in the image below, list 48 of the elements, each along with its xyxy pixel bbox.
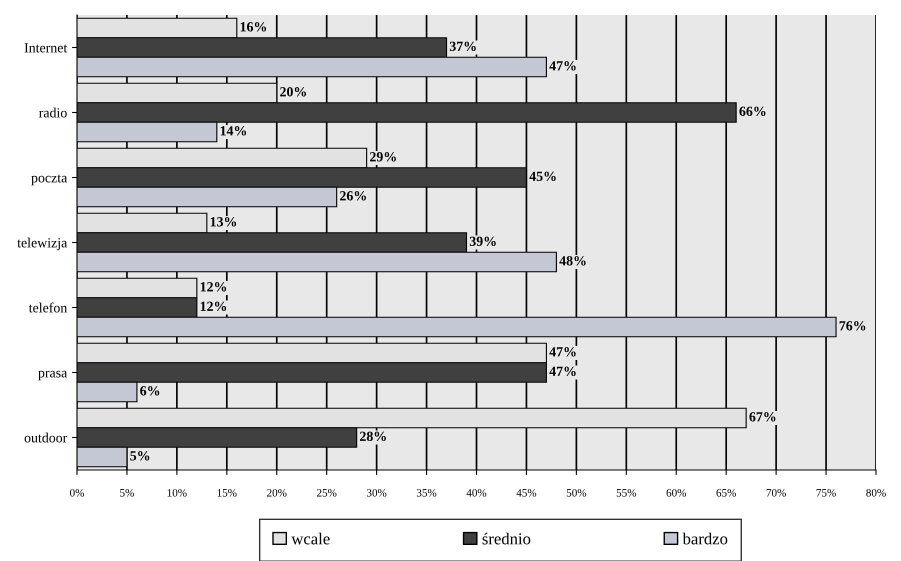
data-label: 47% (549, 366, 576, 376)
data-label: 6% (140, 386, 160, 396)
data-label: 16% (240, 22, 266, 32)
x-tick-label: 55% (616, 489, 636, 497)
x-tick-label: 10% (168, 489, 187, 497)
data-label: 47% (549, 347, 576, 357)
x-tick-label: 65% (716, 489, 736, 497)
data-label: 39% (470, 236, 496, 246)
data-label: 14% (220, 126, 246, 136)
y-tick-label: radio (39, 108, 67, 118)
data-label: 13% (210, 217, 236, 227)
data-label: 20% (280, 87, 306, 97)
x-tick-label: 70% (766, 489, 786, 497)
y-tick-label: telewizja (17, 238, 68, 250)
x-tick-label: 35% (416, 489, 436, 497)
data-label: 29% (370, 152, 396, 162)
x-tick-label: 25% (316, 489, 336, 497)
data-label: 37% (450, 42, 476, 52)
legend-label: wcale (291, 532, 330, 544)
data-label: 67% (749, 412, 776, 422)
legend-label: bardzo (682, 532, 728, 544)
x-tick-label: 60% (666, 489, 686, 497)
y-tick-label: telefon (28, 302, 68, 312)
data-label: 12% (200, 302, 226, 312)
y-tick-label: outdoor (24, 432, 68, 442)
x-tick-label: 5% (120, 489, 134, 497)
data-label: 47% (549, 61, 576, 71)
data-label: 45% (529, 172, 556, 182)
data-label: 28% (360, 432, 386, 442)
y-tick-label: poczta (31, 174, 68, 186)
x-tick-label: 75% (816, 489, 836, 497)
data-label: 76% (840, 321, 866, 331)
x-tick-label: 15% (218, 489, 237, 497)
x-tick-label: 50% (566, 489, 586, 497)
y-tick-label: prasa (38, 370, 68, 380)
data-label: 66% (739, 106, 766, 116)
data-label: 12% (200, 282, 226, 292)
data-label: 48% (559, 256, 586, 266)
data-label: 5% (130, 451, 150, 461)
data-label: 26% (340, 191, 366, 201)
x-tick-label: 80% (866, 489, 886, 497)
legend-label: średnio (482, 532, 530, 544)
x-tick-label: 40% (466, 489, 486, 497)
x-tick-label: 20% (267, 489, 287, 497)
x-tick-label: 45% (516, 489, 536, 497)
x-tick-label: 0% (70, 489, 84, 497)
y-tick-label: Internet (24, 43, 68, 52)
x-tick-label: 30% (366, 489, 386, 497)
